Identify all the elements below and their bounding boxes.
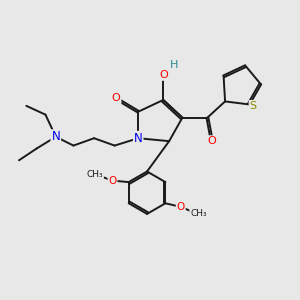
Text: CH₃: CH₃ — [190, 209, 207, 218]
Text: H: H — [170, 60, 178, 70]
Text: O: O — [177, 202, 185, 212]
Text: O: O — [108, 176, 117, 186]
Text: N: N — [51, 130, 60, 143]
Text: O: O — [112, 94, 121, 103]
Text: O: O — [208, 136, 216, 146]
Text: N: N — [134, 132, 142, 145]
Text: S: S — [250, 101, 256, 111]
Text: O: O — [159, 70, 168, 80]
Text: CH₃: CH₃ — [86, 170, 103, 179]
